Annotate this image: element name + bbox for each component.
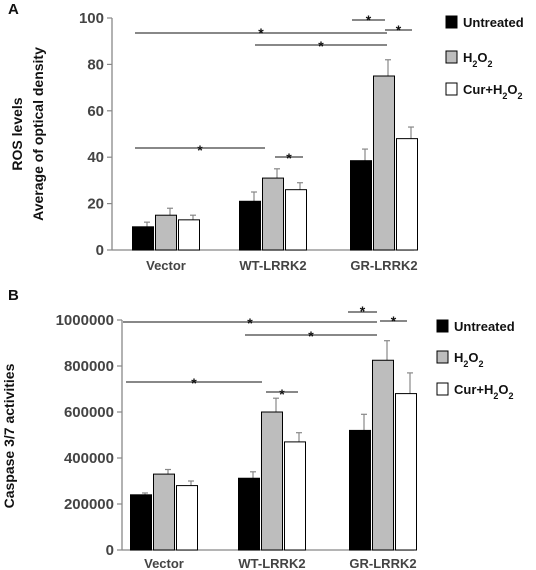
bar-untreated-gr-lrrk2 [350, 160, 372, 251]
significance-star: * [286, 150, 292, 166]
panel-letter: A [8, 1, 19, 18]
significance-star: * [396, 22, 402, 38]
category-label: Vector [144, 556, 184, 570]
significance-star: * [279, 386, 285, 402]
bar-untreated-wt-lrrk2 [239, 200, 261, 251]
y-tick-label: 1000000 [56, 312, 114, 329]
significance-star: * [258, 25, 264, 41]
bar-untreated-vector [130, 494, 152, 551]
legend-item-h2o2: H2O2 [436, 350, 484, 369]
legend-swatch [445, 50, 458, 64]
y-axis-label: Average of optical density [30, 47, 46, 221]
significance-star: * [197, 142, 203, 158]
legend-swatch [445, 15, 458, 29]
bar-cur-h2o2-wt-lrrk2 [284, 441, 306, 551]
category-label: Vector [146, 258, 186, 273]
bar-h2o2-vector [153, 473, 175, 551]
panel-letter: B [8, 287, 19, 304]
bar-cur-h2o2-vector [176, 485, 198, 551]
bar-cur-h2o2-vector [178, 219, 200, 251]
bar-cur-h2o2-gr-lrrk2 [395, 393, 417, 551]
legend-item-cur-h2o2: Cur+H2O2 [436, 382, 514, 401]
y-tick-label: 400000 [64, 450, 114, 467]
bar-cur-h2o2-wt-lrrk2 [285, 189, 307, 251]
significance-star: * [247, 315, 253, 331]
y-tick-label: 100 [79, 10, 104, 27]
bar-h2o2-wt-lrrk2 [261, 411, 283, 551]
y-tick-label: 800000 [64, 358, 114, 375]
legend-swatch [436, 319, 449, 333]
legend-swatch [445, 82, 458, 96]
significance-star: * [318, 38, 324, 54]
bar-h2o2-vector [155, 214, 177, 251]
significance-star: * [391, 313, 397, 329]
category-label: WT-LRRK2 [239, 258, 306, 273]
legend-label: Untreated [454, 319, 515, 334]
legend-label: H2O2 [454, 350, 484, 369]
legend-label: Cur+H2O2 [463, 82, 523, 101]
bar-untreated-vector [132, 226, 154, 251]
legend-item-cur-h2o2: Cur+H2O2 [445, 82, 523, 101]
y-tick-label: 60 [87, 103, 104, 120]
y-axis-label: ROS levels [9, 97, 25, 170]
significance-star: * [366, 12, 372, 28]
significance-star: * [360, 303, 366, 319]
legend-label: Untreated [463, 15, 524, 30]
bar-h2o2-gr-lrrk2 [373, 75, 395, 251]
y-tick-label: 200000 [64, 496, 114, 513]
category-label: WT-LRRK2 [238, 556, 305, 570]
panel-a: A 0 20 40 60 80 100 ROS levels Average of optica… [8, 1, 524, 273]
y-tick-label: 0 [106, 542, 114, 559]
legend-label: Cur+H2O2 [454, 382, 514, 401]
bar-h2o2-wt-lrrk2 [262, 177, 284, 251]
significance-star: * [191, 375, 197, 391]
legend-item-h2o2: H2O2 [445, 50, 493, 69]
panel-b: B 0 200000 400000 600000 800000 1000000 Caspase… [1, 287, 515, 570]
legend-label: H2O2 [463, 50, 493, 69]
bar-untreated-gr-lrrk2 [349, 429, 371, 551]
bar-untreated-wt-lrrk2 [238, 477, 260, 551]
y-tick-label: 40 [87, 149, 104, 166]
legend-item-untreated: Untreated [445, 15, 524, 30]
y-tick-label: 0 [96, 242, 104, 259]
category-label: GR-LRRK2 [350, 258, 417, 273]
legend-item-untreated: Untreated [436, 319, 515, 334]
significance-star: * [308, 328, 314, 344]
legend-swatch [436, 350, 449, 364]
y-tick-label: 600000 [64, 404, 114, 421]
y-axis-label: Caspase 3/7 activities [1, 363, 17, 508]
category-label: GR-LRRK2 [349, 556, 416, 570]
bar-h2o2-gr-lrrk2 [372, 359, 394, 551]
y-tick-label: 20 [87, 196, 104, 213]
legend-swatch [436, 382, 449, 396]
bar-cur-h2o2-gr-lrrk2 [396, 138, 418, 251]
y-tick-label: 80 [87, 56, 104, 73]
